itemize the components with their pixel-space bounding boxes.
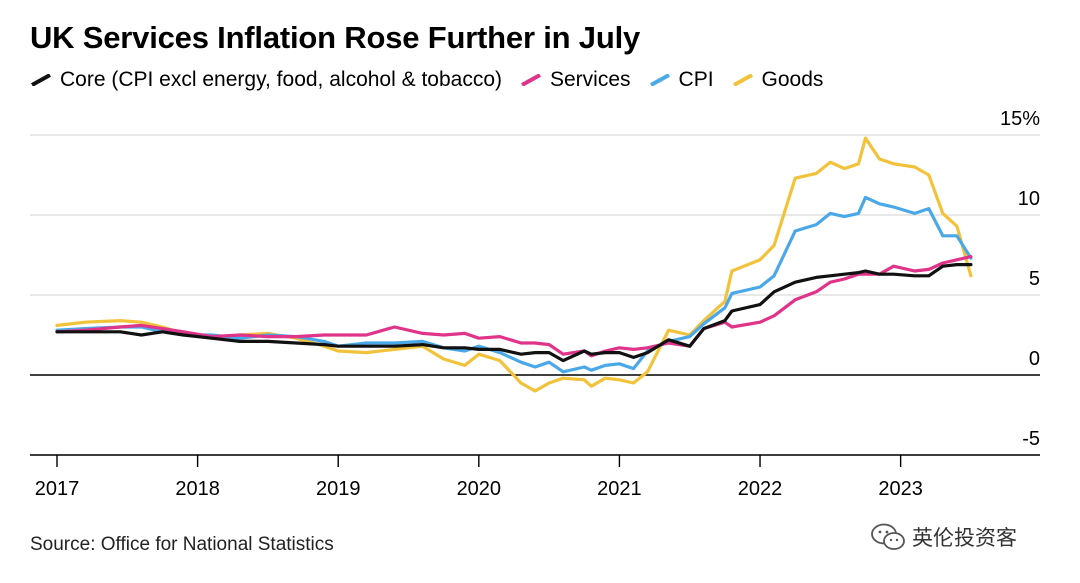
legend: Core (CPI excl energy, food, alcohol & t… bbox=[30, 68, 823, 92]
x-tick-label-2023: 2023 bbox=[878, 478, 923, 500]
series-lines bbox=[55, 136, 973, 393]
legend-swatch-cpi-mark bbox=[649, 74, 670, 86]
wechat-icon bbox=[871, 523, 905, 550]
legend-swatch-services-mark bbox=[521, 74, 541, 86]
series-line-core bbox=[55, 263, 973, 363]
source-note: Source: Office for National Statistics bbox=[30, 534, 334, 555]
series-line-cpi bbox=[55, 195, 973, 374]
x-tick-label-2019: 2019 bbox=[316, 478, 361, 500]
legend-label-services: Services bbox=[550, 68, 631, 91]
legend-label-goods: Goods bbox=[761, 68, 824, 91]
legend-item-services: Services bbox=[520, 68, 631, 92]
legend-swatch-goods-mark bbox=[732, 74, 753, 86]
series-line-services bbox=[55, 255, 973, 358]
watermark-text: 英伦投资客 bbox=[912, 527, 1017, 550]
legend-swatch-core bbox=[30, 74, 52, 86]
x-tick-label-2018: 2018 bbox=[175, 478, 220, 500]
y-tick-label-0: 0 bbox=[1029, 348, 1040, 370]
axes: 15% 10 5 0 -5 2017 2018 2019 2020 2021 2022 2023 bbox=[30, 108, 1040, 500]
y-tick-label-10: 10 bbox=[1018, 188, 1040, 210]
legend-item-cpi: CPI bbox=[649, 68, 714, 92]
legend-swatch-cpi bbox=[649, 74, 671, 86]
legend-swatch-goods bbox=[732, 74, 754, 86]
series-line-goods bbox=[55, 136, 973, 393]
y-tick-label-15: 15% bbox=[1000, 108, 1040, 130]
x-tick-label-2022: 2022 bbox=[738, 478, 783, 500]
legend-item-goods: Goods bbox=[732, 68, 824, 92]
y-tick-label--5: -5 bbox=[1022, 428, 1040, 450]
legend-swatch-services bbox=[520, 74, 542, 86]
legend-swatch-core-mark bbox=[31, 74, 51, 86]
legend-label-core: Core (CPI excl energy, food, alcohol & t… bbox=[60, 68, 502, 91]
y-tick-label-5: 5 bbox=[1029, 268, 1040, 290]
gridlines bbox=[30, 134, 1040, 456]
legend-label-cpi: CPI bbox=[678, 68, 714, 91]
x-tick-label-2020: 2020 bbox=[457, 478, 502, 500]
chart-title: UK Services Inflation Rose Further in Ju… bbox=[30, 20, 641, 55]
legend-item-core: Core (CPI excl energy, food, alcohol & t… bbox=[30, 68, 502, 92]
x-tick-label-2017: 2017 bbox=[35, 478, 80, 500]
watermark: 英伦投资客 bbox=[870, 522, 1017, 552]
x-tick-label-2021: 2021 bbox=[597, 478, 642, 500]
